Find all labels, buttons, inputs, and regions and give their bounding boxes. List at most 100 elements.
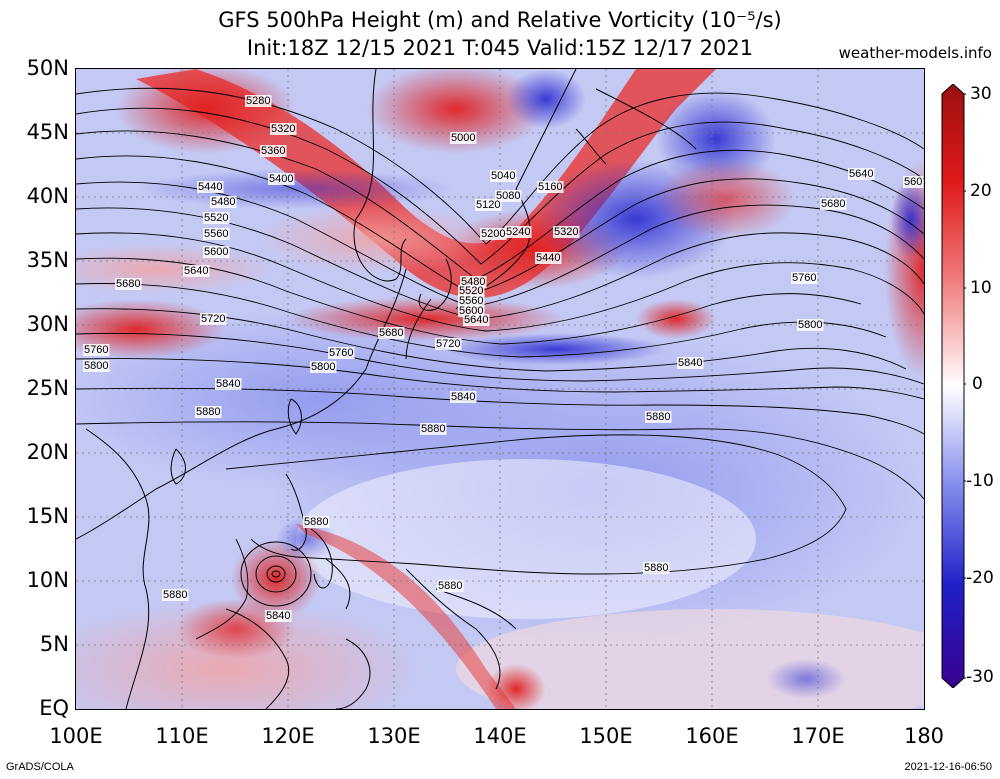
contour-label: 5520 xyxy=(204,212,228,224)
contour-label: 5680 xyxy=(116,278,140,290)
lat-label: 25N xyxy=(26,376,69,400)
contour-label: 5560 xyxy=(459,295,483,307)
contour-label-bg xyxy=(505,226,532,238)
lat-label: 35N xyxy=(26,248,69,272)
contour-label-bg xyxy=(458,285,485,297)
contour-label: 5760 xyxy=(792,272,816,284)
contour-label-bg xyxy=(450,132,477,144)
lon-label: 110E xyxy=(155,724,209,748)
field-blob xyxy=(766,659,846,699)
field-blob xyxy=(76,299,226,359)
contour-label-bg xyxy=(677,357,704,369)
lon-label: 180 xyxy=(903,724,945,748)
contour-label: 5680 xyxy=(379,327,403,339)
field-blob xyxy=(891,179,924,259)
contour-label-bg xyxy=(903,176,924,188)
contour-label: 5680 xyxy=(821,198,845,210)
contour-label-bg xyxy=(420,423,447,435)
contour-label-bg xyxy=(83,360,110,372)
contour-label: 5400 xyxy=(269,173,293,185)
contour-label: 5760 xyxy=(329,347,353,359)
contour-label-bg xyxy=(820,198,847,210)
map-canvas: 5280 5320 5360 5400 5440 5480 5520 5560 … xyxy=(76,69,924,709)
contour-label-bg xyxy=(490,170,517,182)
contour-label-bg xyxy=(435,338,462,350)
field-blob xyxy=(296,459,756,619)
contour-label-bg xyxy=(83,344,110,356)
contour-label-bg xyxy=(310,361,337,373)
contour-label-bg xyxy=(245,95,272,107)
contour-label-bg xyxy=(265,610,292,622)
field-blob xyxy=(636,299,716,339)
contour-label: 5800 xyxy=(84,360,108,372)
contour-label-bg xyxy=(480,228,507,240)
lat-label: 5N xyxy=(39,632,69,656)
contour-label-bg xyxy=(553,226,580,238)
colorbar-tick: -20 xyxy=(966,568,994,588)
colorbar-tick: -30 xyxy=(966,667,994,687)
coastlines xyxy=(76,69,697,709)
colorbar-tick: -10 xyxy=(966,471,994,491)
contour-label-bg xyxy=(200,313,227,325)
lon-label: 140E xyxy=(473,724,527,748)
contour-label: 5880 xyxy=(438,580,462,592)
contour-label: 5320 xyxy=(554,226,578,238)
colorbar-tick: 20 xyxy=(970,181,992,201)
contour-label-bg xyxy=(183,265,210,277)
contour-label-bg xyxy=(270,123,297,135)
contour-label: 5360 xyxy=(261,145,285,157)
contour-label: 5880 xyxy=(304,516,328,528)
lat-label: 15N xyxy=(26,504,69,528)
contour-label-bg xyxy=(378,327,405,339)
contour-label-bg xyxy=(215,378,242,390)
contour-label: 5880 xyxy=(421,423,445,435)
contour-label-bg xyxy=(328,347,355,359)
lat-label: 30N xyxy=(26,312,69,336)
colorbar-tick: 0 xyxy=(972,374,983,394)
contour-label-bg xyxy=(268,173,295,185)
lon-label: 130E xyxy=(367,724,421,748)
contour-label-bg xyxy=(537,181,564,193)
contour-label-bg xyxy=(535,252,562,264)
graticule xyxy=(76,69,924,709)
contour-label-bg xyxy=(260,145,287,157)
contour-label: 5800 xyxy=(798,319,822,331)
contour-label-bg xyxy=(203,246,230,258)
contour-label: 5000 xyxy=(451,132,475,144)
contour-label-bg xyxy=(791,272,818,284)
contour-label-bg xyxy=(197,181,224,193)
contour-label: 5520 xyxy=(459,285,483,297)
contour-label-bg xyxy=(645,411,672,423)
contour-label: 5840 xyxy=(216,378,240,390)
contour-label: 5040 xyxy=(491,170,515,182)
contour-label: 5840 xyxy=(266,610,290,622)
contour-label: 5560 xyxy=(204,228,228,240)
contour-label: 5800 xyxy=(311,361,335,373)
contour-label: 5840 xyxy=(678,357,702,369)
lon-label: 150E xyxy=(579,724,633,748)
contour-label: 560 xyxy=(904,176,922,188)
contour-label: 5120 xyxy=(476,199,500,211)
lon-label: 100E xyxy=(49,724,103,748)
footer-timestamp: 2021-12-16-06:50 xyxy=(904,761,992,773)
colorbar-bar xyxy=(941,84,965,688)
contour-label: 5440 xyxy=(536,252,560,264)
contour-label: 5600 xyxy=(204,246,228,258)
field-blob xyxy=(76,309,576,489)
lat-label: 20N xyxy=(26,440,69,464)
contour-label: 5720 xyxy=(201,313,225,325)
field-blob xyxy=(176,599,296,659)
field-blob xyxy=(446,333,666,365)
colorbar xyxy=(941,84,966,688)
colorbar-tick: 10 xyxy=(970,278,992,298)
contour-label: 5480 xyxy=(211,196,235,208)
lon-label: 160E xyxy=(685,724,739,748)
contour-label-bg xyxy=(162,589,189,601)
contour-label: 5880 xyxy=(644,562,668,574)
contour-label: 5280 xyxy=(246,95,270,107)
vorticity-map: 5280 5320 5360 5400 5440 5480 5520 5560 … xyxy=(75,68,925,710)
field-blob xyxy=(506,69,586,129)
contour-label-bg xyxy=(475,199,502,211)
contour-label-bg xyxy=(437,580,464,592)
field-blob xyxy=(486,664,546,709)
